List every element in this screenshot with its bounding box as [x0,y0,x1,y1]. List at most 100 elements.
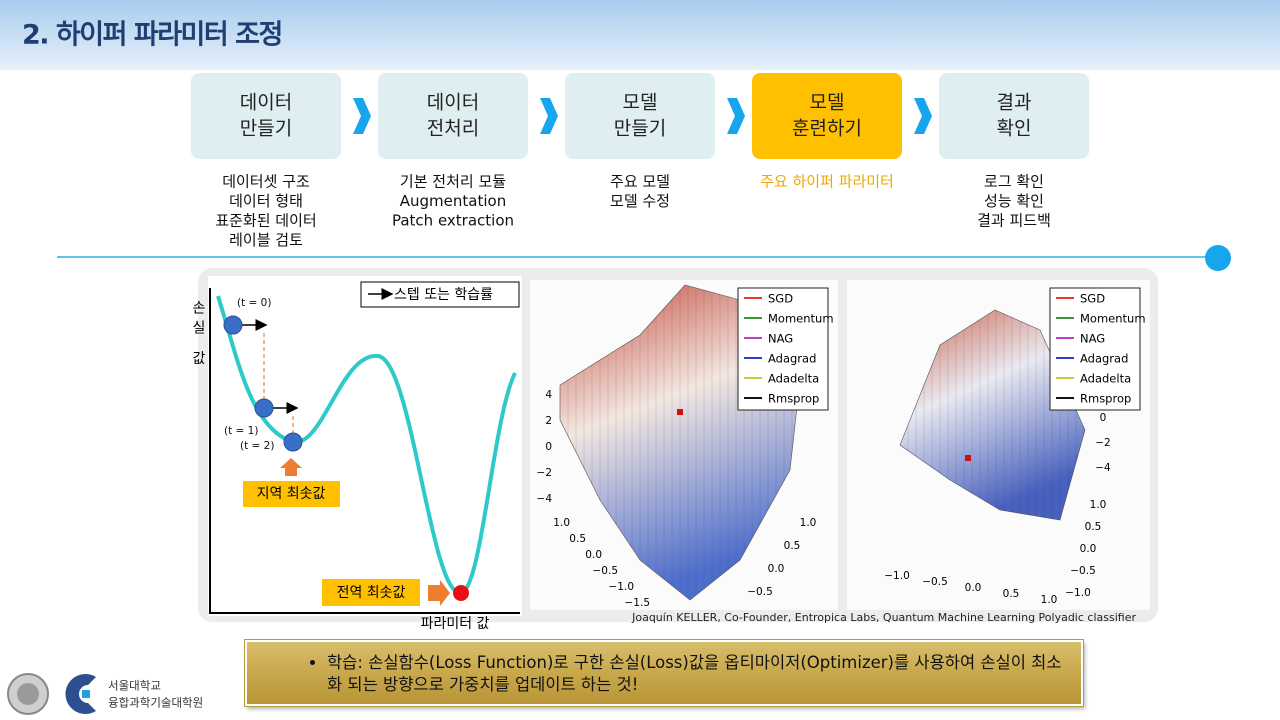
tick-label: 0.0 [965,582,982,594]
logo-line: 융합과학기술대학원 [108,696,203,710]
legend-entry: Adagrad [768,352,816,366]
step-label: 전처리 [427,118,479,140]
chevron [540,98,558,134]
tick-label: −2 [537,467,552,479]
tick-label: 0.0 [585,549,602,561]
step-box [191,73,341,159]
legend-entry: SGD [768,292,793,306]
up-arrow [280,458,302,476]
plot-legend [1049,287,1141,411]
summary-box: 학습: 손실함수(Loss Function)로 구한 손실(Loss)값을 옵… [245,640,1083,706]
tick-label: −1.0 [884,570,910,582]
step-box [752,73,902,159]
step-box [565,73,715,159]
tick-label: −1.0 [609,581,635,593]
tick-label: 1.0 [1041,594,1058,606]
chevron [353,98,371,134]
local-min-label: 지역 최솟값 [257,486,326,502]
school-logo-mark [82,690,90,698]
summary-text: 학습: 손실함수(Loss Function)로 구한 손실(Loss)값을 옵… [327,652,1067,696]
step-detail: 기본 전처리 모듈 [400,173,506,191]
step-detail: 로그 확인 [984,173,1044,191]
step-detail: 표준화된 데이터 [215,212,316,230]
step-box [939,73,1089,159]
step-label: 만들기 [240,118,292,140]
tick-label: −1.5 [625,597,651,609]
y-axis-label: 손실 값 [190,300,206,370]
header-band [0,0,1280,70]
right-arrow [428,580,450,606]
legend-entry: Rmsprop [1080,392,1131,406]
legend-entry: Momentum [1080,312,1146,326]
step-label: 데이터 [240,92,292,114]
legend-label: 스텝 또는 학습률 [394,287,493,303]
callout-box [243,481,340,507]
tick-label: −2 [1095,437,1110,449]
tick-label: 1.0 [800,517,817,529]
legend-entry: Adadelta [1080,372,1131,386]
callout-box [322,579,420,606]
tick-label: 1.0 [1090,499,1107,511]
step-label: 모델 [810,92,845,114]
global-min-dot [453,585,469,601]
tick-label: 4 [545,389,552,401]
tick-label: −4 [1095,462,1111,474]
tick-label: 2 [545,415,552,427]
tick-label: −0.5 [1070,565,1096,577]
legend-entry: NAG [1080,332,1105,346]
legend-entry: Adadelta [768,372,819,386]
tick-label: 0.5 [784,540,801,552]
step-detail: 모델 수정 [610,192,670,210]
surface [899,309,1086,521]
step-detail: 레이블 검토 [229,231,303,249]
university-emblem-inner [17,683,39,705]
step-label: 만들기 [614,118,666,140]
slide-title: 2. 하이퍼 파라미터 조정 [22,20,282,51]
step-label: 데이터 [427,92,479,114]
point-label: (t = 2) [240,440,274,452]
step-detail: 데이터셋 구조 [222,173,310,191]
legend-entry: Momentum [768,312,834,326]
tick-label: 0 [545,441,552,453]
step-detail: Patch extraction [392,212,514,230]
point-label: (t = 1) [224,425,258,437]
school-logo [65,674,96,715]
position-dot [283,432,303,452]
loss-curve [216,295,517,596]
tick-label: 1.0 [553,517,570,529]
logo-line: 서울대학교 [108,679,161,693]
step-label: 모델 [623,92,658,114]
plot-legend [737,287,829,411]
optimizer-dot [965,455,971,461]
tick-label: 0.0 [768,563,785,575]
tick-label: 0.5 [1085,521,1102,533]
legend-entry: SGD [1080,292,1105,306]
global-min-label: 전역 최솟값 [337,585,406,601]
step-detail: 데이터 형태 [229,192,303,210]
step-detail: 결과 피드백 [977,212,1051,230]
tick-label: −0.5 [747,586,773,598]
position-dot [223,315,243,335]
legend-entry: Adagrad [1080,352,1128,366]
optimizer-dot [677,409,683,415]
chevron [914,98,932,134]
point-label: (t = 0) [237,297,271,309]
tick-label: −0.5 [922,576,948,588]
tick-label: −0.5 [593,565,619,577]
tick-label: −4 [537,493,553,505]
step-detail: 성능 확인 [984,192,1044,210]
diagram-area [208,276,522,616]
tick-label: 0 [1100,412,1107,424]
legend-entry: NAG [768,332,793,346]
tick-label: −1.0 [1065,587,1091,599]
x-axis-label: 파라미터 값 [421,616,490,632]
tick-label: 0.5 [1003,588,1020,600]
step-detail: 주요 하이퍼 파라미터 [760,173,894,191]
step-detail: 주요 모델 [610,173,670,191]
step-label: 결과 [997,92,1032,114]
tick-label: 0.5 [569,533,586,545]
step-box [378,73,528,159]
step-label: 훈련하기 [792,118,862,140]
